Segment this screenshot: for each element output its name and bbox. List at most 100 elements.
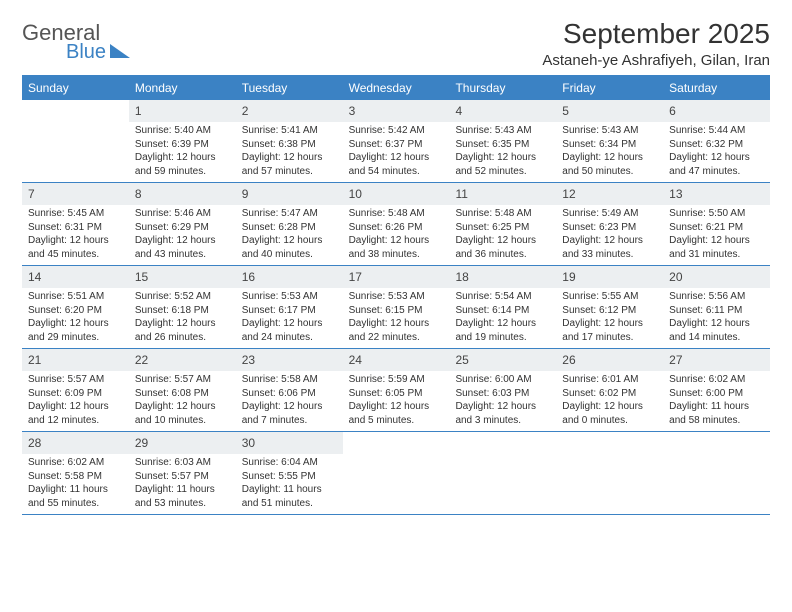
week-row: 7 Sunrise: 5:45 AMSunset: 6:31 PMDaylight…	[22, 183, 770, 266]
day-details: Sunrise: 6:02 AMSunset: 6:00 PMDaylight:…	[663, 371, 770, 431]
day-details: Sunrise: 5:43 AMSunset: 6:34 PMDaylight:…	[556, 122, 663, 182]
logo-sub: Blue	[66, 42, 106, 62]
day-details: Sunrise: 5:51 AMSunset: 6:20 PMDaylight:…	[22, 288, 129, 348]
sunset-text: Sunset: 6:05 PM	[349, 387, 444, 401]
day-details: Sunrise: 5:57 AMSunset: 6:08 PMDaylight:…	[129, 371, 236, 431]
daylight-text: Daylight: 12 hours and 59 minutes.	[135, 151, 230, 178]
day-number: 29	[135, 436, 148, 450]
day-number: 20	[669, 270, 682, 284]
day-number-row	[22, 100, 129, 122]
day-cell: 11Sunrise: 5:48 AMSunset: 6:25 PMDayligh…	[449, 183, 556, 265]
sunset-text: Sunset: 6:35 PM	[455, 138, 550, 152]
day-number-row: 5	[556, 100, 663, 122]
day-number: 25	[455, 353, 468, 367]
day-number: 7	[28, 187, 35, 201]
sunset-text: Sunset: 6:03 PM	[455, 387, 550, 401]
title-block: September 2025 Astaneh-ye Ashrafiyeh, Gi…	[542, 18, 770, 69]
daylight-text: Daylight: 12 hours and 40 minutes.	[242, 234, 337, 261]
day-details: Sunrise: 6:02 AMSunset: 5:58 PMDaylight:…	[22, 454, 129, 514]
sunset-text: Sunset: 6:12 PM	[562, 304, 657, 318]
day-number: 3	[349, 104, 356, 118]
week-row: 1 Sunrise: 5:40 AMSunset: 6:39 PMDaylight…	[22, 100, 770, 183]
sunrise-text: Sunrise: 5:45 AM	[28, 207, 123, 221]
day-number: 30	[242, 436, 255, 450]
day-cell: 4Sunrise: 5:43 AMSunset: 6:35 PMDaylight…	[449, 100, 556, 182]
day-cell: 8Sunrise: 5:46 AMSunset: 6:29 PMDaylight…	[129, 183, 236, 265]
day-details: Sunrise: 5:41 AMSunset: 6:38 PMDaylight:…	[236, 122, 343, 182]
day-details: Sunrise: 5:49 AMSunset: 6:23 PMDaylight:…	[556, 205, 663, 265]
sunrise-text: Sunrise: 5:58 AM	[242, 373, 337, 387]
daylight-text: Daylight: 12 hours and 33 minutes.	[562, 234, 657, 261]
daylight-text: Daylight: 12 hours and 26 minutes.	[135, 317, 230, 344]
daylight-text: Daylight: 12 hours and 24 minutes.	[242, 317, 337, 344]
day-details: Sunrise: 5:47 AMSunset: 6:28 PMDaylight:…	[236, 205, 343, 265]
sunset-text: Sunset: 6:06 PM	[242, 387, 337, 401]
day-number-row: 8	[129, 183, 236, 205]
day-number-row: 23	[236, 349, 343, 371]
day-number: 1	[135, 104, 142, 118]
daylight-text: Daylight: 12 hours and 0 minutes.	[562, 400, 657, 427]
sunset-text: Sunset: 6:08 PM	[135, 387, 230, 401]
day-cell: 17Sunrise: 5:53 AMSunset: 6:15 PMDayligh…	[343, 266, 450, 348]
sunrise-text: Sunrise: 6:00 AM	[455, 373, 550, 387]
day-number-row: 22	[129, 349, 236, 371]
day-details: Sunrise: 5:45 AMSunset: 6:31 PMDaylight:…	[22, 205, 129, 265]
day-number-row: 10	[343, 183, 450, 205]
day-number-row: 30	[236, 432, 343, 454]
day-details: Sunrise: 5:44 AMSunset: 6:32 PMDaylight:…	[663, 122, 770, 182]
day-cell: 28 Sunrise: 6:02 AMSunset: 5:58 PMDayligh…	[22, 432, 129, 514]
day-number-row: 24	[343, 349, 450, 371]
sunset-text: Sunset: 6:17 PM	[242, 304, 337, 318]
day-details: Sunrise: 6:04 AMSunset: 5:55 PMDaylight:…	[236, 454, 343, 514]
day-cell: 2 Sunrise: 5:41 AMSunset: 6:38 PMDaylight…	[236, 100, 343, 182]
sunrise-text: Sunrise: 5:42 AM	[349, 124, 444, 138]
day-number-row: 18	[449, 266, 556, 288]
sunset-text: Sunset: 6:39 PM	[135, 138, 230, 152]
day-cell: 19Sunrise: 5:55 AMSunset: 6:12 PMDayligh…	[556, 266, 663, 348]
sunset-text: Sunset: 6:20 PM	[28, 304, 123, 318]
day-number-row: 15	[129, 266, 236, 288]
daylight-text: Daylight: 11 hours and 53 minutes.	[135, 483, 230, 510]
sunset-text: Sunset: 6:02 PM	[562, 387, 657, 401]
daylight-text: Daylight: 12 hours and 12 minutes.	[28, 400, 123, 427]
day-details: Sunrise: 5:50 AMSunset: 6:21 PMDaylight:…	[663, 205, 770, 265]
sunset-text: Sunset: 6:32 PM	[669, 138, 764, 152]
sunrise-text: Sunrise: 5:50 AM	[669, 207, 764, 221]
day-number: 26	[562, 353, 575, 367]
sunset-text: Sunset: 6:37 PM	[349, 138, 444, 152]
day-cell: 26Sunrise: 6:01 AMSunset: 6:02 PMDayligh…	[556, 349, 663, 431]
day-number-row: 2	[236, 100, 343, 122]
day-number: 2	[242, 104, 249, 118]
week-row: 28 Sunrise: 6:02 AMSunset: 5:58 PMDayligh…	[22, 432, 770, 515]
day-details: Sunrise: 5:58 AMSunset: 6:06 PMDaylight:…	[236, 371, 343, 431]
daylight-text: Daylight: 12 hours and 5 minutes.	[349, 400, 444, 427]
day-number-row	[663, 432, 770, 454]
day-number: 28	[28, 436, 41, 450]
sunrise-text: Sunrise: 5:53 AM	[349, 290, 444, 304]
day-cell: 13Sunrise: 5:50 AMSunset: 6:21 PMDayligh…	[663, 183, 770, 265]
week-row: 21Sunrise: 5:57 AMSunset: 6:09 PMDayligh…	[22, 349, 770, 432]
day-number: 9	[242, 187, 249, 201]
day-number-row: 9	[236, 183, 343, 205]
sunrise-text: Sunrise: 5:44 AM	[669, 124, 764, 138]
daylight-text: Daylight: 12 hours and 22 minutes.	[349, 317, 444, 344]
day-cell: 12Sunrise: 5:49 AMSunset: 6:23 PMDayligh…	[556, 183, 663, 265]
daylight-text: Daylight: 12 hours and 19 minutes.	[455, 317, 550, 344]
sunset-text: Sunset: 6:14 PM	[455, 304, 550, 318]
day-number: 14	[28, 270, 41, 284]
day-cell: 1 Sunrise: 5:40 AMSunset: 6:39 PMDaylight…	[129, 100, 236, 182]
sunrise-text: Sunrise: 5:54 AM	[455, 290, 550, 304]
day-cell: 10Sunrise: 5:48 AMSunset: 6:26 PMDayligh…	[343, 183, 450, 265]
sunrise-text: Sunrise: 5:56 AM	[669, 290, 764, 304]
day-header-row: SundayMondayTuesdayWednesdayThursdayFrid…	[22, 76, 770, 100]
day-cell: 6Sunrise: 5:44 AMSunset: 6:32 PMDaylight…	[663, 100, 770, 182]
day-header: Friday	[556, 76, 663, 100]
day-details: Sunrise: 5:40 AMSunset: 6:39 PMDaylight:…	[129, 122, 236, 182]
day-cell: 7 Sunrise: 5:45 AMSunset: 6:31 PMDaylight…	[22, 183, 129, 265]
daylight-text: Daylight: 12 hours and 47 minutes.	[669, 151, 764, 178]
day-number-row: 7	[22, 183, 129, 205]
day-details	[449, 454, 556, 460]
day-details: Sunrise: 5:53 AMSunset: 6:15 PMDaylight:…	[343, 288, 450, 348]
day-details: Sunrise: 5:56 AMSunset: 6:11 PMDaylight:…	[663, 288, 770, 348]
triangle-icon	[110, 44, 130, 58]
